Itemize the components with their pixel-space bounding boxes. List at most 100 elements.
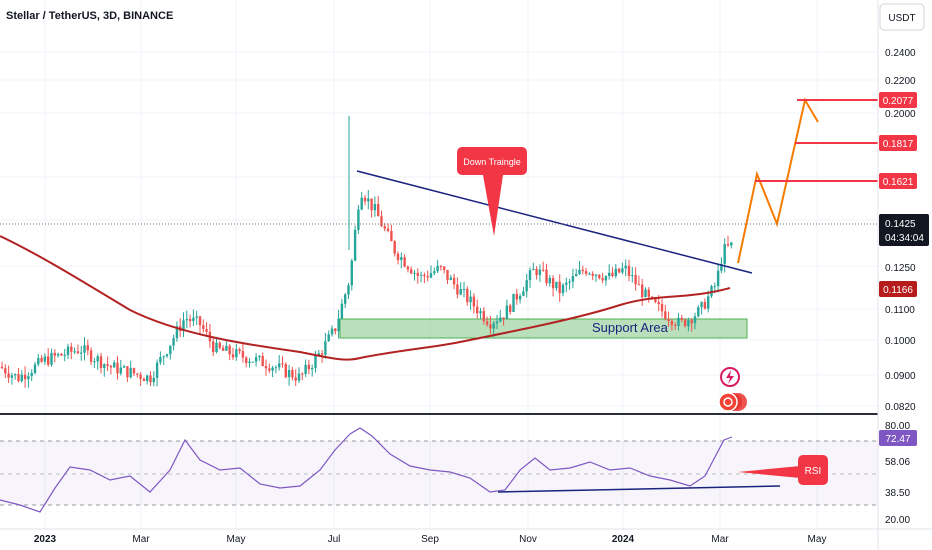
candle-body: [287, 370, 291, 378]
candle-body: [396, 253, 400, 260]
candle-body: [489, 324, 492, 329]
candle-body: [505, 305, 509, 319]
candle-body: [195, 316, 198, 318]
candle-body: [337, 318, 340, 332]
candle-body: [202, 325, 205, 330]
candle-body: [175, 326, 179, 339]
candle-body: [601, 278, 604, 281]
candle-body: [106, 364, 109, 366]
candle-body: [723, 244, 726, 264]
candle-body: [568, 281, 571, 283]
candle-body: [419, 274, 423, 276]
candle-body: [83, 345, 86, 353]
candle-body: [297, 373, 301, 381]
candle-body: [637, 284, 641, 286]
candle-body: [301, 373, 304, 375]
currency-button[interactable]: USDT: [879, 3, 925, 31]
candle-body: [690, 320, 693, 324]
candle-body: [604, 276, 608, 281]
price-badge-1166: 0.1166: [879, 281, 917, 297]
symbol-title[interactable]: Stellar / TetherUS, 3D, BINANCE: [6, 10, 173, 22]
candle-body: [452, 277, 456, 285]
candle-body: [357, 209, 360, 230]
candle-body: [713, 286, 716, 288]
candle-body: [60, 353, 63, 356]
candle-body: [598, 274, 601, 279]
candle-body: [370, 198, 373, 211]
candle-body: [307, 364, 311, 370]
earnings-icon[interactable]: [718, 392, 747, 412]
candle-body: [581, 269, 584, 272]
candle-body: [386, 228, 390, 232]
candle-body: [380, 216, 383, 227]
candle-body: [621, 268, 624, 273]
candle-body: [10, 375, 14, 378]
price-axis[interactable]: [877, 0, 932, 550]
candle-body: [344, 294, 347, 304]
price-badge-1621: 0.1621: [879, 173, 917, 189]
candle-body: [400, 257, 403, 260]
candle-body: [212, 341, 215, 352]
candle-body: [198, 316, 202, 326]
support-area-zone: [339, 318, 748, 339]
candle-body: [248, 361, 251, 363]
candle-body: [608, 272, 611, 277]
candle-body: [410, 269, 413, 274]
candle-body: [103, 364, 106, 368]
time-axis[interactable]: 2023 Mar May Jul Sep Nov 2024 Mar May: [34, 534, 827, 545]
candle-body: [278, 363, 281, 368]
candle-body: [56, 353, 60, 356]
price-ticks: 0.2400 0.2200 0.2000 0.1100 0.1000 0.090…: [885, 48, 916, 413]
candle-body: [360, 197, 363, 210]
candle-body: [76, 351, 80, 354]
candle-body: [551, 277, 555, 289]
candle-body: [47, 356, 50, 365]
price-tick: 0.0900: [885, 371, 916, 382]
candle-body: [258, 356, 261, 358]
candle-body: [565, 282, 568, 285]
current-price-badge: 0.1425 04:34:04: [879, 214, 929, 246]
candle-body: [261, 356, 264, 367]
time-label: May: [808, 534, 827, 545]
candle-body: [126, 366, 129, 378]
price-tick: 0.2400: [885, 48, 916, 59]
candle-body: [116, 362, 119, 374]
candle-body: [37, 357, 40, 365]
candle-body: [340, 303, 344, 319]
candle-body: [532, 268, 535, 271]
candle-body: [545, 269, 548, 284]
flash-icon[interactable]: [720, 367, 740, 387]
candle-body: [703, 302, 707, 309]
candle-body: [650, 296, 654, 299]
candle-body: [664, 311, 667, 319]
candle-body: [27, 376, 30, 380]
candle-body: [654, 298, 657, 303]
candle-body: [327, 334, 330, 342]
candle-body: [122, 366, 126, 368]
candle-body: [390, 231, 393, 242]
candle-body: [627, 265, 631, 276]
price-tick: 0.0820: [885, 402, 916, 413]
candle-body: [726, 244, 730, 246]
candle-body: [165, 354, 169, 357]
rsi-current-badge: 72.47: [879, 430, 917, 446]
candle-body: [683, 319, 687, 327]
price-badge-text: 0.1250: [885, 263, 916, 274]
candle-body: [136, 373, 139, 375]
candle-body: [162, 356, 165, 358]
moving-average-line: [0, 235, 731, 361]
candle-body: [149, 375, 152, 383]
candle-body: [403, 257, 406, 267]
candle-body: [317, 353, 320, 356]
candle-body: [670, 320, 674, 326]
candle-body: [555, 281, 558, 289]
candle-body: [439, 266, 443, 268]
candle-body: [525, 280, 528, 292]
candle-body: [350, 260, 353, 286]
candle-body: [571, 276, 575, 282]
candle-body: [40, 357, 43, 362]
price-tick: 0.1100: [885, 305, 915, 316]
candle-body: [291, 370, 294, 378]
rsi-callout: RSI: [738, 455, 828, 485]
candle-body: [383, 226, 386, 229]
